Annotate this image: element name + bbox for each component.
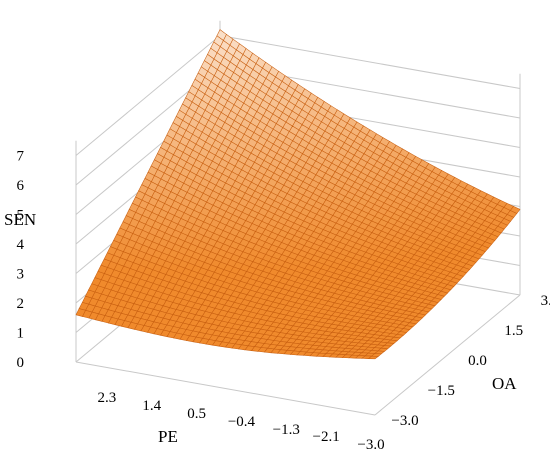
- z-tick-label: 2: [17, 296, 25, 312]
- z-tick-label: 1: [17, 326, 25, 342]
- oa-tick-label: −1.5: [428, 383, 455, 399]
- z-tick-label: 6: [17, 178, 25, 194]
- pe-tick-label: 1.4: [142, 398, 161, 414]
- z-tick-label: 5: [17, 208, 25, 224]
- surface-plot: [75, 29, 521, 360]
- surface-cell: [367, 355, 379, 360]
- pe-tick-label: 2.3: [98, 390, 117, 406]
- floor-edge: [75, 361, 376, 416]
- oa-tick-label: 0.0: [468, 353, 487, 369]
- z-tick-label: 3: [17, 267, 25, 283]
- pe-tick-label: 0.5: [187, 406, 206, 422]
- z-tick-label: 7: [17, 149, 25, 165]
- floor-edge: [374, 294, 521, 416]
- z-tick-label: 0: [17, 355, 25, 371]
- oa-tick-label: 1.5: [504, 323, 523, 339]
- z-tick-label: 4: [17, 237, 25, 253]
- pe-tick-label: −2.1: [313, 429, 340, 445]
- pe-axis-label: PE: [158, 427, 178, 446]
- pe-tick-label: −3.0: [357, 437, 384, 452]
- z-axis-label: SEN: [4, 210, 36, 229]
- pe-tick-label: −0.4: [228, 414, 256, 430]
- chart-labels: SEN PE OA 0 1 2 3 4 5 6 7 2.3 1.4 0.5 −0.4 −1.3 −2.1 −…: [4, 149, 550, 452]
- pe-tick-label: −1.3: [273, 422, 300, 438]
- oa-axis-label: OA: [492, 374, 517, 393]
- oa-tick-label: 3.0: [541, 293, 550, 309]
- oa-tick-label: −3.0: [391, 413, 418, 429]
